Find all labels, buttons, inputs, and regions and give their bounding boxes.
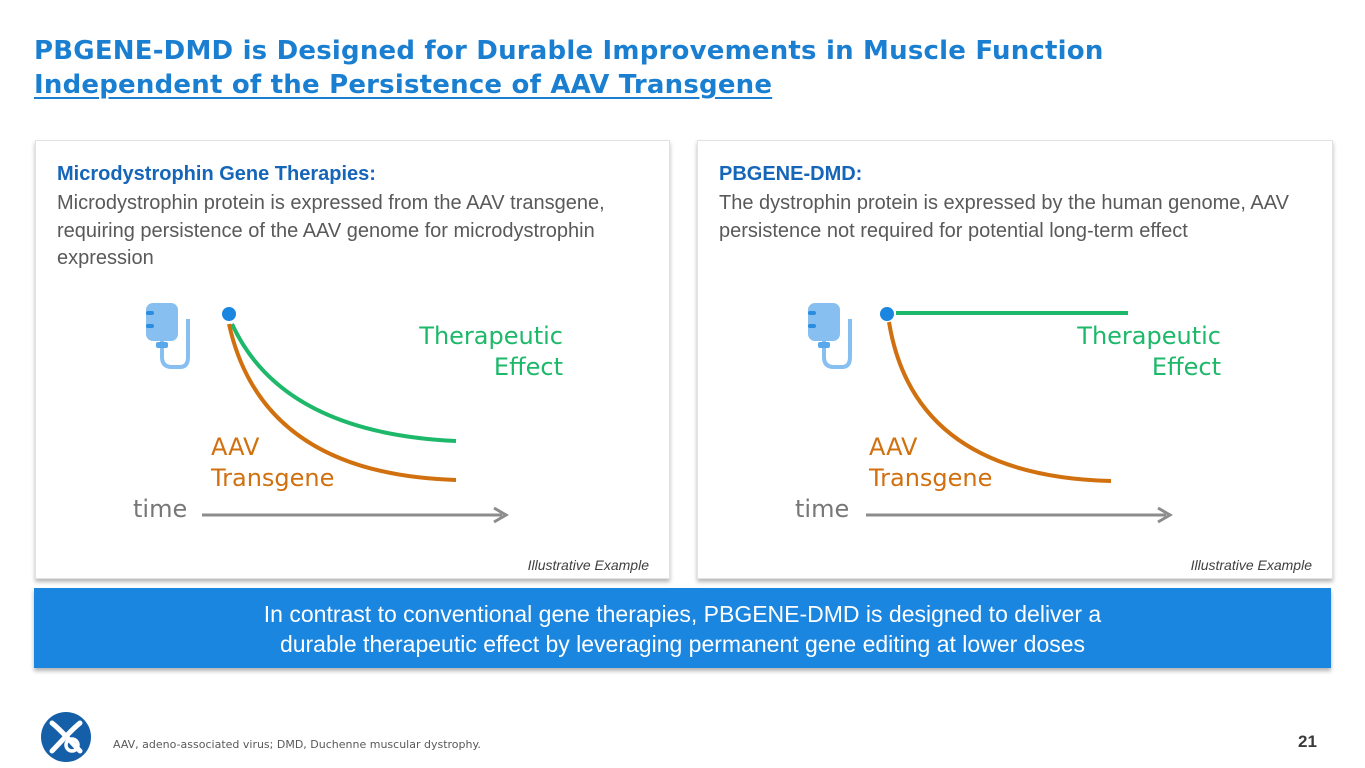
aav-transgene-label-line-2: Transgene: [210, 464, 334, 492]
banner-line-2: durable therapeutic effect by leveraging…: [279, 631, 1086, 657]
time-label: time: [133, 495, 187, 523]
page-title-line-1: PBGENE-DMD is Designed for Durable Impro…: [34, 36, 1104, 66]
panel-description: Microdystrophin protein is expressed fro…: [57, 192, 605, 269]
therapeutic-effect-label-line-2: Effect: [1152, 353, 1221, 381]
panel-microdystrophin: Microdystrophin Gene Therapies: Microdys…: [35, 140, 670, 579]
illustrative-example-note: Illustrative Example: [527, 557, 649, 573]
iv-bag-icon: [146, 303, 190, 369]
diagram-microdystrophin: Therapeutic Effect AAV Transgene time: [133, 303, 563, 524]
aav-transgene-label-line-1: AAV: [869, 433, 918, 461]
panel-description: The dystrophin protein is expressed by t…: [719, 192, 1289, 242]
banner-line-1: In contrast to conventional gene therapi…: [263, 601, 1102, 627]
page-number: 21: [1298, 732, 1317, 751]
therapeutic-effect-curve: [230, 323, 457, 443]
key-message-banner: In contrast to conventional gene therapi…: [34, 588, 1331, 668]
diagram-pbgene-dmd: Therapeutic Effect AAV Transgene time: [795, 303, 1221, 524]
start-dot: [222, 307, 236, 321]
therapeutic-effect-label-line-1: Therapeutic: [418, 322, 563, 350]
start-dot: [880, 307, 894, 321]
time-label: time: [795, 495, 849, 523]
aav-transgene-curve: [227, 323, 457, 482]
footnote: AAV, adeno-associated virus; DMD, Duchen…: [113, 738, 481, 751]
time-axis-arrowhead: [1157, 506, 1173, 524]
panel-heading: Microdystrophin Gene Therapies:: [57, 163, 376, 185]
aav-transgene-label-line-1: AAV: [211, 433, 260, 461]
page-title-line-2: Independent of the Persistence of AAV Tr…: [34, 70, 773, 100]
therapeutic-effect-label-line-2: Effect: [494, 353, 563, 381]
time-axis-arrowhead: [493, 506, 509, 524]
illustrative-example-note: Illustrative Example: [1190, 557, 1312, 573]
therapeutic-effect-label-line-1: Therapeutic: [1076, 322, 1221, 350]
panel-pbgene-dmd: PBGENE-DMD: The dystrophin protein is ex…: [697, 140, 1333, 579]
iv-bag-icon: [808, 303, 852, 369]
aav-transgene-curve: [887, 321, 1112, 483]
aav-transgene-label-line-2: Transgene: [868, 464, 992, 492]
company-logo-icon: [41, 712, 91, 762]
panel-heading: PBGENE-DMD:: [719, 163, 863, 185]
